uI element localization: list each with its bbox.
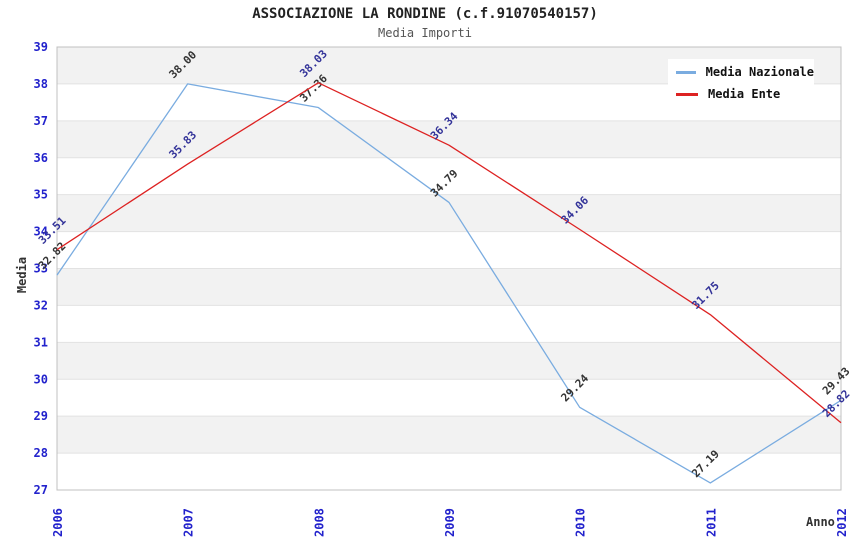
legend-item-media-nazionale: Media Nazionale: [676, 62, 814, 82]
y-tick-label: 39: [34, 40, 48, 54]
x-tick-label: 2008: [312, 508, 326, 537]
series-line-media-nazionale: [56, 83, 842, 484]
legend-swatch-line-icon: [676, 70, 696, 74]
chart-subtitle: Media Importi: [378, 26, 472, 40]
legend-label: Media Ente: [708, 87, 781, 101]
series-line-media-ente: [56, 82, 842, 424]
y-tick-label: 33: [34, 262, 48, 276]
x-tick-label: 2006: [51, 508, 65, 537]
plot-band: [57, 268, 841, 306]
plot-band: [57, 453, 841, 490]
chart-legend: Media Nazionale Media Ente: [668, 59, 814, 107]
y-tick-label: 35: [34, 188, 48, 202]
plot-band: [57, 342, 841, 380]
y-tick-label: 30: [34, 372, 48, 386]
x-tick-label: 2011: [704, 508, 718, 537]
x-tick-label: 2009: [443, 508, 457, 537]
y-tick-label: 37: [34, 114, 48, 128]
plot-band: [57, 379, 841, 417]
x-tick-label: 2007: [182, 508, 196, 537]
plot-band: [57, 416, 841, 454]
y-tick-label: 36: [34, 151, 48, 165]
y-tick-label: 27: [34, 483, 48, 497]
y-axis-title: Media: [15, 256, 30, 294]
y-tick-label: 38: [34, 77, 48, 91]
y-tick-label: 34: [34, 225, 48, 239]
plot-band: [57, 120, 841, 158]
plot-band: [57, 305, 841, 343]
legend-swatch-line-icon: [676, 92, 698, 96]
x-tick-label: 2012: [835, 508, 849, 537]
x-axis-title: Anno: [806, 515, 835, 529]
plot-band: [57, 194, 841, 232]
plot-border: [56, 46, 842, 491]
legend-label: Media Nazionale: [705, 65, 814, 79]
y-tick-label: 32: [34, 298, 48, 312]
y-tick-label: 31: [34, 335, 48, 349]
legend-item-media-ente: Media Ente: [676, 84, 814, 104]
x-tick-label: 2010: [574, 508, 588, 537]
y-tick-label: 29: [34, 409, 48, 423]
chart-title: ASSOCIAZIONE LA RONDINE (c.f.91070540157…: [252, 6, 598, 22]
y-tick-label: 28: [34, 446, 48, 460]
plot-band: [57, 231, 841, 269]
